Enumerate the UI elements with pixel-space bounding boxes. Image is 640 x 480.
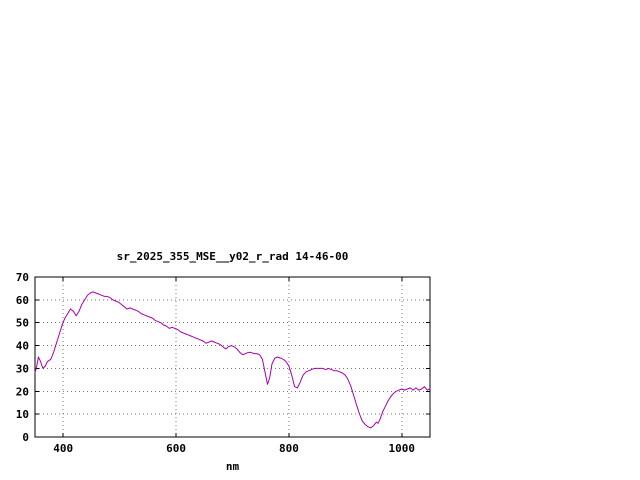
tick-labels: 0 10 20 30 40 50 60 70 400 600 800 1000 [16, 271, 415, 455]
grid-lines [35, 277, 430, 437]
x-axis-title: nm [226, 460, 240, 473]
data-series-line [34, 291, 431, 429]
y-tick-label: 0 [22, 431, 29, 444]
y-tick-label: 70 [16, 271, 29, 284]
x-tick-label: 1000 [389, 442, 416, 455]
plot-border [34, 276, 431, 438]
axis-ticks [35, 276, 430, 438]
y-tick-label: 60 [16, 294, 29, 307]
y-tick-label: 40 [16, 340, 29, 353]
y-tick-label: 20 [16, 385, 29, 398]
x-tick-label: 400 [53, 442, 73, 455]
x-tick-label: 600 [166, 442, 186, 455]
chart-title: sr_2025_355_MSE__y02_r_rad 14-46-00 [117, 250, 349, 263]
y-tick-label: 50 [16, 317, 29, 330]
x-tick-label: 800 [279, 442, 299, 455]
y-tick-label: 30 [16, 362, 29, 375]
y-tick-label: 10 [16, 408, 29, 421]
